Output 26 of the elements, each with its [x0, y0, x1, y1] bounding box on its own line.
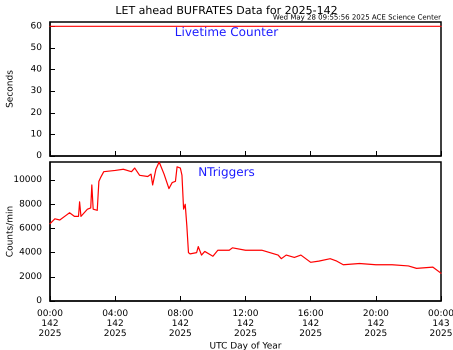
y-tick-label: 40 [30, 64, 42, 75]
y-tick-label: 8000 [19, 199, 42, 210]
series-label: Livetime Counter [174, 25, 278, 39]
x-tick-label: 00:00 143 2025 [428, 309, 453, 339]
series-label: NTriggers [198, 165, 255, 179]
line-series [49, 161, 442, 274]
y-axis-title: Counts/min [6, 206, 16, 258]
x-tick-label: 00:00 142 2025 [37, 309, 64, 339]
y-tick-label: 6000 [19, 223, 42, 234]
y-tick-label: 0 [36, 296, 42, 306]
x-tick-label: 20:00 142 2025 [362, 309, 390, 339]
y-tick-label: 60 [30, 21, 42, 32]
x-tick-label: 16:00 142 2025 [298, 309, 324, 339]
y-tick-label: 0 [36, 151, 42, 161]
y-tick-label: 10000 [13, 175, 42, 186]
y-tick-label: 30 [30, 86, 42, 96]
x-axis-title: UTC Day of Year [210, 342, 282, 350]
x-tick-label: 12:00 142 2025 [232, 309, 259, 339]
x-tick-label: 04:00 142 2025 [102, 309, 128, 339]
y-tick-label: 4000 [19, 248, 42, 258]
y-tick-label: 50 [30, 42, 42, 53]
x-tick-label: 08:00 142 2025 [167, 309, 194, 339]
y-tick-label: 20 [30, 108, 42, 118]
y-tick-label: 2000 [19, 272, 42, 282]
y-axis-title: Seconds [6, 70, 16, 108]
y-tick-label: 10 [30, 129, 42, 140]
